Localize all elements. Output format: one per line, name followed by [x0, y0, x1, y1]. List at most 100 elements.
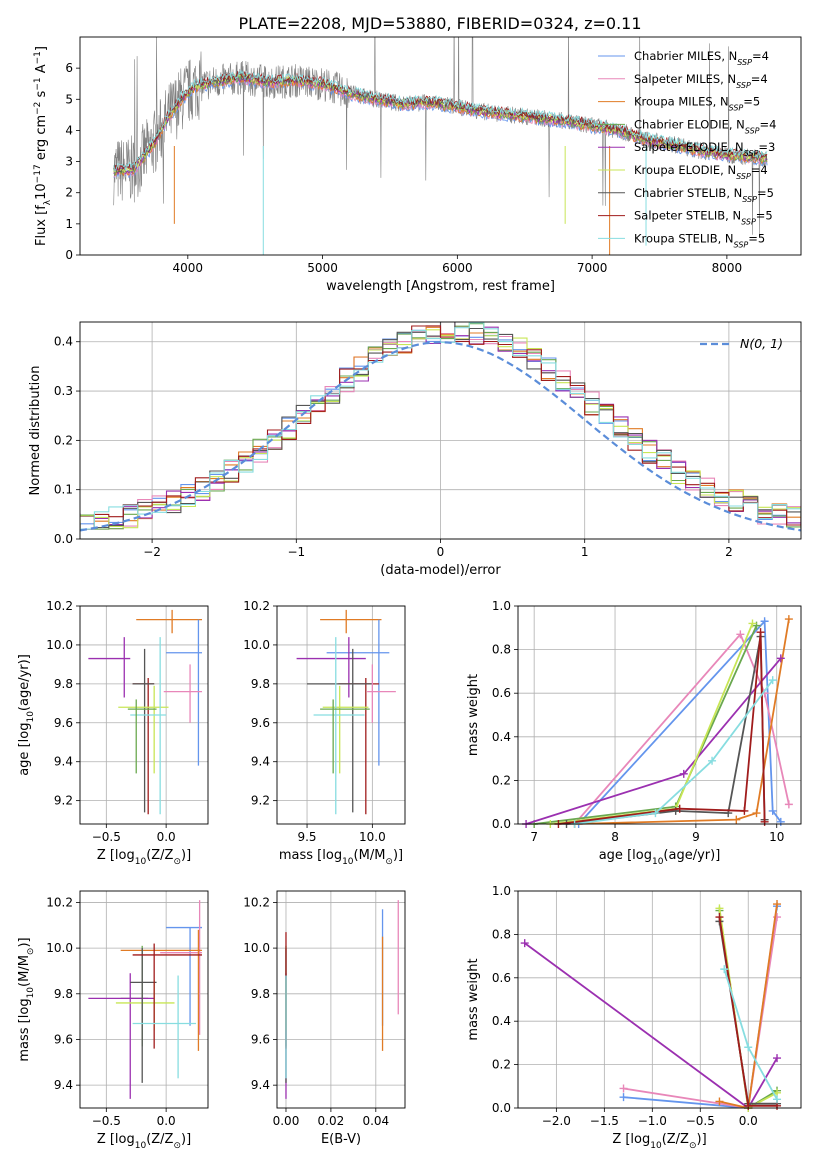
y-tick-label: 0.4: [492, 1014, 511, 1028]
axes-frame: [79, 890, 209, 1109]
y-tick-label: 10.0: [243, 941, 270, 955]
y-tick-label: 0.2: [492, 773, 511, 787]
y-tick-label: 9.4: [54, 755, 73, 769]
axes-frame: [517, 890, 802, 1109]
weight-marker: [748, 619, 757, 628]
gaussian-curve: [79, 341, 802, 532]
y-axis-label: mass weight: [466, 674, 481, 756]
y-tick-label: 9.6: [251, 1032, 270, 1046]
y-tick-label: 0.4: [492, 730, 511, 744]
weight-marker: [720, 965, 729, 974]
x-axis-label: age [log10(age/yr)]: [599, 848, 721, 867]
x-tick-label: −0.5: [92, 1114, 121, 1128]
y-tick-label: 9.4: [54, 1078, 73, 1092]
x-tick-label: 7: [530, 830, 538, 844]
figure-title: PLATE=2208, MJD=53880, FIBERID=0324, z=0…: [238, 14, 641, 33]
weight-marker: [675, 804, 684, 813]
y-tick-label: 9.6: [54, 716, 73, 730]
weight-marker: [740, 806, 749, 815]
weight-marker: [773, 1095, 782, 1104]
weight-series-7: [558, 632, 766, 825]
y-tick-label: 9.4: [251, 755, 270, 769]
x-tick-label: −0.5: [92, 830, 121, 844]
weight-marker: [619, 1093, 628, 1102]
y-tick-label: 10.0: [243, 638, 270, 652]
weight-marker: [732, 815, 741, 824]
axes-frame: [79, 321, 802, 540]
weight-marker: [715, 904, 724, 913]
y-tick-label: 0.0: [492, 1101, 511, 1115]
weight-series-8: [723, 968, 778, 1100]
x-tick-label: 4000: [173, 261, 204, 275]
x-axis-label: Z [log10(Z/Z⊙)]: [612, 1132, 706, 1151]
y-tick-label: 10.2: [46, 599, 73, 613]
x-tick-label: −1.5: [590, 1114, 619, 1128]
y-tick-label: 0: [65, 248, 73, 262]
weight-marker: [736, 630, 745, 639]
x-axis-label: Z [log10(Z/Z⊙)]: [97, 1132, 191, 1151]
weight-marker: [776, 654, 785, 663]
axes-frame: [276, 605, 406, 825]
y-axis-label: Normed distribution: [28, 366, 43, 496]
weight-marker: [784, 615, 793, 624]
y-tick-label: 10.2: [243, 895, 270, 909]
x-tick-label: 2: [725, 545, 733, 559]
x-axis-label: mass [log10(M/M⊙)]: [279, 848, 403, 867]
model-spectrum-8: [113, 69, 768, 172]
y-tick-label: 9.8: [251, 677, 270, 691]
y-axis-label: mass weight: [466, 958, 481, 1040]
x-tick-label: 10: [769, 830, 784, 844]
weight-marker: [768, 806, 777, 815]
weight-marker: [744, 1043, 753, 1052]
y-tick-label: 9.6: [251, 716, 270, 730]
weight-marker: [715, 1097, 724, 1106]
y-tick-label: 9.6: [54, 1032, 73, 1046]
weight-marker: [744, 1101, 753, 1110]
legend-label: Salpeter ELODIE, NSSP=3: [634, 140, 775, 158]
panel-residuals: −2 −1 0 1 2 0.0 0.1 0.2 0.3 0.4 (data-model)/error…: [28, 321, 802, 578]
x-axis-label: (data-model)/error: [380, 563, 501, 578]
weight-series-4: [524, 942, 778, 1110]
weight-marker: [752, 621, 761, 630]
panel-age-vs-mass: 9.5 10.0 9.2 9.4 9.6 9.8 10.0 10.2 mass [log10(M…: [243, 599, 406, 867]
y-tick-label: 6: [65, 61, 73, 75]
panel-spectrum: 4000 5000 6000 7000 8000 0 1 2 3 4 5 6 wavelength [A…: [33, 36, 802, 294]
weight-marker: [679, 769, 688, 778]
weight-marker: [760, 817, 769, 826]
weight-marker: [773, 900, 782, 909]
weight-marker: [708, 756, 717, 765]
weight-marker: [752, 809, 761, 818]
panel-weight-vs-Z: −2.0 −1.5 −1.0 −0.5 0.0 0.0 0.2 0.4 0.6 0.8 1.0 Z […: [466, 884, 802, 1151]
panel-mass-vs-Z: −0.5 0.0 9.4 9.6 9.8 10.0 10.2 Z [log10(Z/Z⊙)] m…: [17, 890, 209, 1151]
weight-marker: [756, 628, 765, 637]
x-tick-label: 0.00: [273, 1114, 300, 1128]
x-tick-label: 5000: [307, 261, 338, 275]
y-tick-label: 0.6: [492, 971, 511, 985]
x-tick-label: 0.0: [157, 830, 176, 844]
x-tick-label: −0.5: [686, 1114, 715, 1128]
y-tick-label: 9.4: [251, 1078, 270, 1092]
panels: 4000 5000 6000 7000 8000 0 1 2 3 4 5 6 wavelength [A…: [17, 36, 802, 1151]
y-tick-label: 2: [65, 186, 73, 200]
y-tick-label: 9.8: [54, 987, 73, 1001]
y-tick-label: 10.0: [46, 638, 73, 652]
weight-marker: [776, 817, 785, 826]
y-tick-label: 1.0: [492, 884, 511, 898]
x-tick-label: 1: [581, 545, 589, 559]
axes-frame: [79, 605, 209, 825]
weight-marker: [773, 1054, 782, 1063]
weight-series-8: [574, 679, 774, 825]
x-tick-label: −2.0: [542, 1114, 571, 1128]
x-tick-label: 0: [437, 545, 445, 559]
panel-age-vs-Z: −0.5 0.0 9.2 9.4 9.6 9.8 10.0 10.2 Z [log10(Z/Z⊙…: [17, 599, 209, 867]
weight-series-5: [550, 623, 754, 825]
y-tick-label: 10.2: [243, 599, 270, 613]
x-tick-label: 8: [611, 830, 619, 844]
weight-marker: [671, 806, 680, 815]
y-tick-label: 1: [65, 217, 73, 231]
y-tick-label: 0.0: [492, 817, 511, 831]
weight-series-1: [573, 632, 790, 825]
x-tick-label: −2: [143, 545, 161, 559]
y-tick-label: 4: [65, 123, 73, 137]
